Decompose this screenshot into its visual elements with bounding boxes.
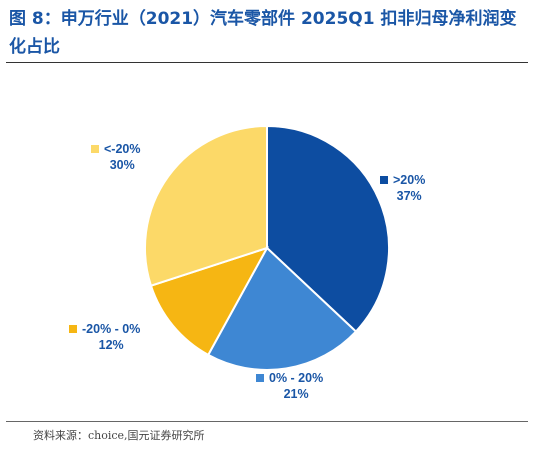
slice-value-4: 30% xyxy=(110,158,135,172)
slice-marker-1 xyxy=(380,176,388,184)
source-note: 资料来源：choice,国元证券研究所 xyxy=(33,429,205,442)
pie-slice-4 xyxy=(144,124,268,287)
slice-marker-4 xyxy=(91,145,99,153)
pie-labels: >20% 37% 0% - 20% 21% -20% - 0% 12% <-20% 30% xyxy=(69,142,425,401)
pie-slice-2 xyxy=(206,246,358,371)
slice-value-1: 37% xyxy=(397,189,422,203)
slice-value-2: 21% xyxy=(284,387,309,401)
slice-label-1: >20% xyxy=(393,173,425,187)
slice-value-3: 12% xyxy=(99,338,124,352)
source-divider xyxy=(6,421,528,422)
title-divider xyxy=(6,62,528,63)
pie-slice-3 xyxy=(149,246,270,357)
pie-slices xyxy=(144,124,390,371)
slice-marker-3 xyxy=(69,325,77,333)
slice-label-3: -20% - 0% xyxy=(82,322,140,336)
figure-title: 图 8：申万行业（2021）汽车零部件 2025Q1 扣非归母净利润变化占比 xyxy=(9,9,517,57)
slice-marker-2 xyxy=(256,374,264,382)
pie-slice-1 xyxy=(266,124,390,333)
slice-label-2: 0% - 20% xyxy=(269,371,323,385)
slice-label-4: <-20% xyxy=(104,142,140,156)
